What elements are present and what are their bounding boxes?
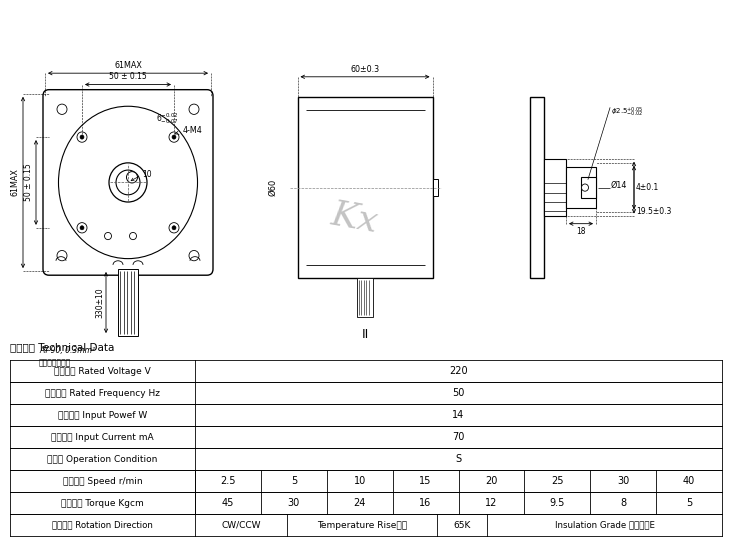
Bar	[530, 97, 544, 278]
Text: 输出转速 Speed r/min: 输出转速 Speed r/min	[63, 477, 142, 486]
Text: 50 ± 0.15: 50 ± 0.15	[109, 72, 147, 81]
Circle shape	[80, 226, 84, 230]
Circle shape	[77, 132, 87, 142]
Circle shape	[172, 135, 176, 139]
Circle shape	[105, 232, 111, 240]
Text: 15: 15	[419, 476, 432, 486]
Text: II: II	[361, 328, 369, 341]
Circle shape	[169, 132, 179, 142]
Text: 5: 5	[686, 498, 692, 508]
Text: 额定频率 Rated Frequency Hz: 额定频率 Rated Frequency Hz	[45, 389, 160, 398]
Bar	[298, 97, 432, 278]
Circle shape	[189, 104, 199, 114]
Bar	[544, 158, 566, 217]
Text: 30: 30	[287, 498, 300, 508]
Text: $6^{-0.02}_{-0.07}$: $6^{-0.02}_{-0.07}$	[156, 111, 179, 126]
Circle shape	[57, 104, 67, 114]
Ellipse shape	[59, 106, 197, 259]
Bar	[581, 178, 596, 198]
Text: 12: 12	[485, 498, 498, 508]
Text: $\phi 2.5^{+0.05}_{-0.02}$: $\phi 2.5^{+0.05}_{-0.02}$	[611, 106, 644, 119]
Text: 70: 70	[452, 432, 465, 442]
Text: 16: 16	[419, 498, 432, 508]
Text: 4-M4: 4-M4	[183, 127, 203, 136]
Bar	[357, 278, 373, 317]
Text: 输入功率 Input Powef W: 输入功率 Input Powef W	[58, 410, 147, 419]
Text: 技术参数 Technical Data: 技术参数 Technical Data	[10, 342, 114, 352]
Text: 白、白、蓝、红: 白、白、蓝、红	[39, 359, 71, 368]
Circle shape	[169, 223, 179, 233]
Text: Insulation Grade 绣缘等级E: Insulation Grade 绣缘等级E	[555, 520, 655, 530]
Text: 30: 30	[617, 476, 630, 486]
Text: Ø14: Ø14	[611, 181, 627, 190]
Text: 19.5±0.3: 19.5±0.3	[636, 207, 671, 216]
Text: CW/CCW: CW/CCW	[221, 520, 261, 530]
Text: 18: 18	[576, 227, 586, 236]
Text: AY-90, 0.3mm²: AY-90, 0.3mm²	[39, 346, 95, 356]
Text: 8: 8	[620, 498, 626, 508]
Text: 24: 24	[353, 498, 366, 508]
Text: 45: 45	[222, 498, 234, 508]
Text: 输入电流 Input Current mA: 输入电流 Input Current mA	[51, 432, 154, 441]
Text: 40: 40	[683, 476, 695, 486]
Text: 输出转矩 Torque Kgcm: 输出转矩 Torque Kgcm	[61, 498, 144, 507]
Text: 50 ± 0.15: 50 ± 0.15	[24, 164, 33, 201]
Text: 61MAX: 61MAX	[11, 169, 20, 197]
Text: 20: 20	[485, 476, 498, 486]
Circle shape	[189, 250, 199, 261]
Text: 旋转方向 Rotation Direction: 旋转方向 Rotation Direction	[52, 520, 153, 530]
Circle shape	[581, 184, 589, 191]
Text: 60±0.3: 60±0.3	[350, 65, 380, 74]
Text: 50: 50	[452, 388, 465, 398]
Text: 9.5: 9.5	[550, 498, 565, 508]
Text: Temperature Rise温升: Temperature Rise温升	[317, 520, 408, 530]
Text: Ø60: Ø60	[268, 179, 278, 196]
Ellipse shape	[116, 170, 140, 195]
Text: Kx: Kx	[328, 198, 381, 239]
FancyBboxPatch shape	[43, 90, 213, 275]
Text: 额定电压 Rated Voltage V: 额定电压 Rated Voltage V	[54, 366, 151, 376]
Text: 14: 14	[452, 410, 465, 420]
Circle shape	[57, 250, 67, 261]
Text: 工作制 Operation Condition: 工作制 Operation Condition	[48, 455, 158, 464]
Text: 5: 5	[291, 476, 297, 486]
Text: 10: 10	[353, 476, 366, 486]
Text: 2.5: 2.5	[220, 476, 236, 486]
Text: 4±0.1: 4±0.1	[636, 183, 659, 192]
Text: 65K: 65K	[454, 520, 471, 530]
Circle shape	[80, 135, 84, 139]
Circle shape	[77, 223, 87, 233]
Text: S: S	[455, 454, 462, 464]
Bar	[118, 269, 138, 336]
Text: 330±10: 330±10	[95, 287, 104, 318]
Text: 25: 25	[551, 476, 564, 486]
Circle shape	[172, 226, 176, 230]
Ellipse shape	[127, 171, 138, 183]
Bar	[432, 179, 438, 196]
Bar	[566, 167, 596, 208]
Text: 61MAX: 61MAX	[114, 61, 142, 70]
Circle shape	[130, 232, 136, 240]
Ellipse shape	[109, 163, 147, 202]
Text: 220: 220	[449, 366, 468, 376]
Text: 10: 10	[142, 170, 152, 179]
